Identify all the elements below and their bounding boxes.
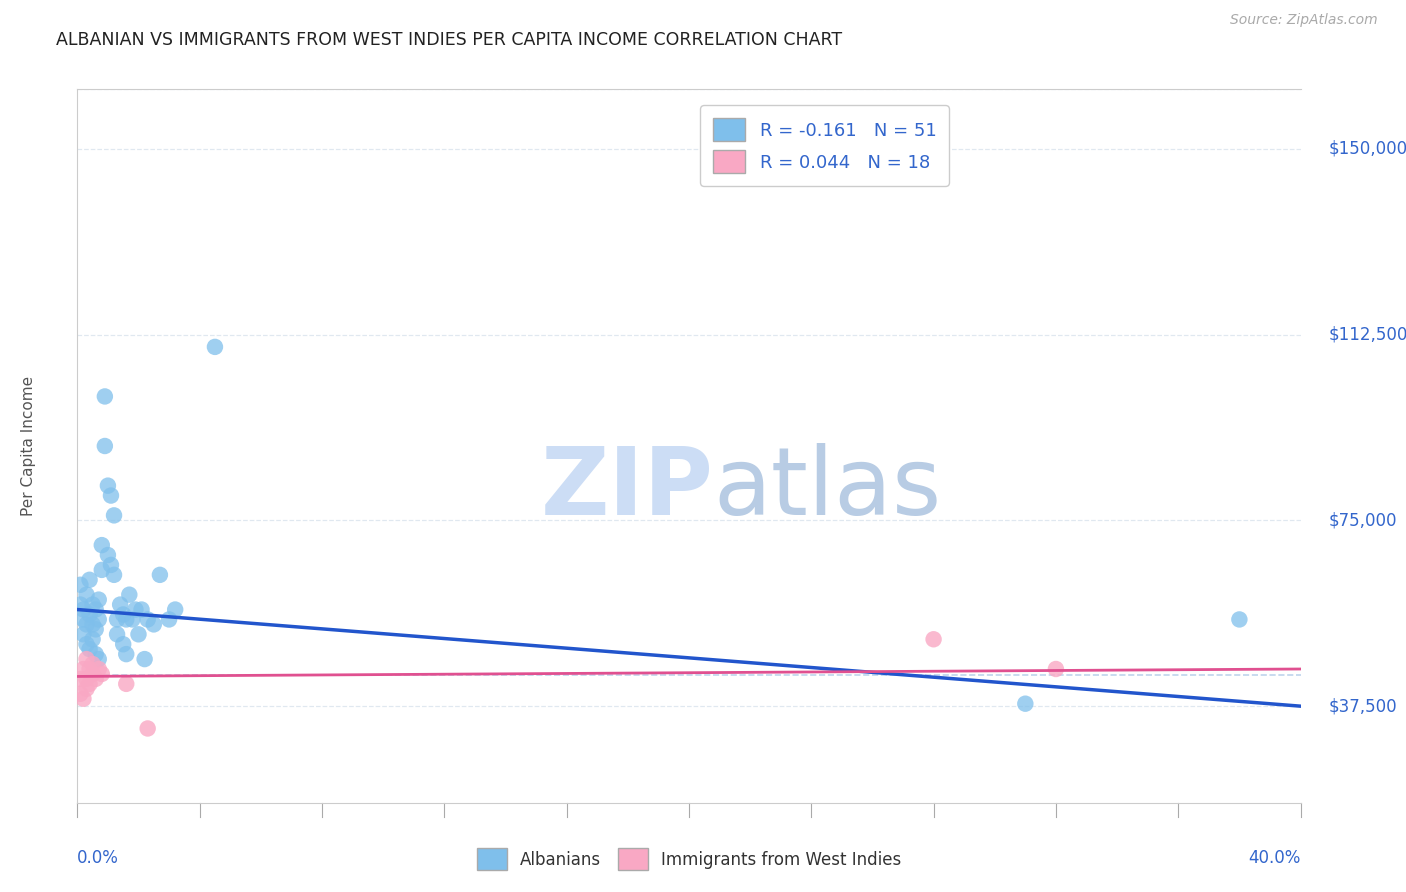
Text: $37,500: $37,500 (1329, 698, 1398, 715)
Point (149, 567, 172, 582)
Point (82, 617, 104, 632)
Text: ALBANIAN VS IMMIGRANTS FROM WEST INDIES PER CAPITA INCOME CORRELATION CHART: ALBANIAN VS IMMIGRANTS FROM WEST INDIES … (56, 31, 842, 49)
Point (87, 662, 110, 676)
Text: ZIP: ZIP (540, 442, 713, 535)
Point (69, 672, 91, 686)
Point (79, 662, 101, 676)
Point (72, 662, 94, 676)
Point (165, 602, 187, 616)
Point (100, 489, 122, 503)
Point (127, 627, 149, 641)
Point (115, 677, 138, 691)
Point (90, 538, 112, 552)
Point (90, 563, 112, 577)
Point (90, 667, 112, 681)
Point (76, 652, 98, 666)
Point (69, 598, 91, 612)
Point (94, 389, 117, 403)
Point (204, 340, 226, 354)
Point (72, 627, 94, 641)
Text: 0.0%: 0.0% (77, 849, 120, 867)
Legend: Albanians, Immigrants from West Indies: Albanians, Immigrants from West Indies (470, 842, 908, 877)
Text: $75,000: $75,000 (1329, 511, 1398, 529)
Point (136, 612, 159, 626)
Point (84, 602, 107, 616)
Point (1229, 612, 1251, 626)
Point (142, 617, 165, 632)
Point (79, 677, 101, 691)
Point (112, 607, 135, 622)
Point (124, 602, 146, 616)
Point (87, 612, 110, 626)
Point (134, 652, 156, 666)
Point (84, 647, 107, 661)
Point (82, 667, 104, 681)
Point (79, 642, 101, 657)
Point (84, 623, 107, 637)
Point (82, 598, 104, 612)
Point (76, 588, 98, 602)
Point (131, 602, 153, 616)
Point (100, 558, 122, 572)
Point (118, 588, 141, 602)
Point (72, 691, 94, 706)
Text: Source: ZipAtlas.com: Source: ZipAtlas.com (1230, 13, 1378, 28)
Point (105, 627, 128, 641)
Point (922, 632, 945, 647)
Point (97, 548, 120, 562)
Point (76, 681, 98, 696)
Point (69, 687, 91, 701)
Point (97, 478, 120, 492)
Text: $150,000: $150,000 (1329, 140, 1406, 158)
Point (87, 652, 110, 666)
Point (112, 637, 135, 651)
Point (82, 632, 104, 647)
Text: atlas: atlas (713, 442, 942, 535)
Point (76, 672, 98, 686)
Point (157, 612, 180, 626)
Point (79, 573, 101, 587)
Point (103, 508, 125, 523)
Text: 40.0%: 40.0% (1249, 849, 1301, 867)
Point (115, 612, 138, 626)
Point (69, 578, 91, 592)
Point (121, 612, 143, 626)
Point (72, 612, 94, 626)
Point (136, 722, 159, 736)
Point (79, 607, 101, 622)
Point (87, 592, 110, 607)
Point (1014, 697, 1036, 711)
Point (76, 637, 98, 651)
Point (84, 672, 107, 686)
Point (115, 647, 138, 661)
Point (72, 602, 94, 616)
Point (105, 612, 128, 626)
Point (82, 657, 104, 671)
Text: Per Capita Income: Per Capita Income (21, 376, 37, 516)
Point (76, 617, 98, 632)
Text: $112,500: $112,500 (1329, 326, 1406, 343)
Point (108, 598, 131, 612)
Point (94, 439, 117, 453)
Point (103, 567, 125, 582)
Point (1045, 662, 1067, 676)
